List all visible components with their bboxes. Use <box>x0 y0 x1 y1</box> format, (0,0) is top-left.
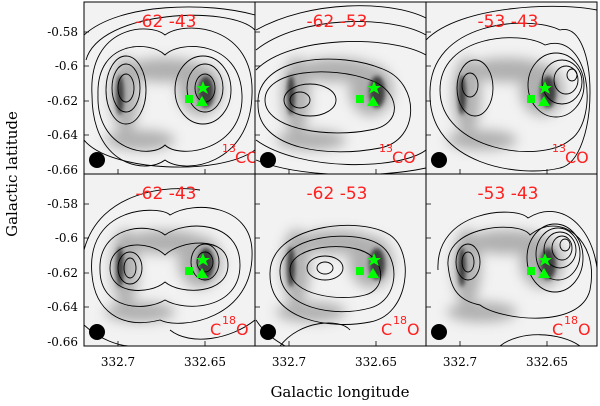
triangle-icon <box>367 96 379 106</box>
svg-text:13: 13 <box>222 142 236 155</box>
star-icon <box>196 253 210 266</box>
svg-text:C: C <box>552 320 563 339</box>
y-tick-label: -0.58 <box>47 25 78 39</box>
y-tick-label: -0.6 <box>55 59 78 73</box>
velocity-label: -53 -43 <box>478 12 539 32</box>
markers <box>356 81 381 106</box>
beam-icon <box>260 324 276 340</box>
velocity-label: -62 -53 <box>307 12 368 32</box>
y-tick-label: -0.66 <box>47 163 78 177</box>
molecule-label: 13 CO <box>222 142 259 167</box>
triangle-icon <box>538 96 550 106</box>
svg-text:18: 18 <box>564 314 578 327</box>
x-tick-labels: 332.7 332.65 332.7 332.65 332.7 332.65 <box>101 355 568 369</box>
svg-text:13: 13 <box>552 142 566 155</box>
square-icon <box>527 267 535 275</box>
beam-icon <box>89 324 105 340</box>
star-icon <box>367 81 381 94</box>
x-tick-label: 332.7 <box>443 355 477 369</box>
contours <box>426 5 597 172</box>
beam-icon <box>260 152 276 168</box>
svg-text:O: O <box>407 320 420 339</box>
star-icon <box>538 253 552 266</box>
contours <box>255 224 406 346</box>
svg-text:18: 18 <box>393 314 407 327</box>
y-axis-title: Galactic latitude <box>3 111 21 237</box>
y-tick-label: -0.6 <box>55 231 78 245</box>
velocity-label: -62 -53 <box>307 184 368 204</box>
triangle-icon <box>196 96 208 106</box>
svg-text:O: O <box>578 320 591 339</box>
square-icon <box>356 267 364 275</box>
beam-icon <box>431 152 447 168</box>
star-icon <box>538 81 552 94</box>
molecule-label: C 18 O <box>552 314 591 339</box>
svg-text:CO: CO <box>235 148 259 167</box>
beam-icon <box>89 152 105 168</box>
contours <box>84 188 255 346</box>
markers <box>185 253 210 278</box>
triangle-icon <box>196 268 208 278</box>
panel-c18o-62-53: -62 -53 C 18 O <box>254 173 427 347</box>
x-tick-label: 332.65 <box>355 355 397 369</box>
svg-text:C: C <box>381 320 392 339</box>
x-tick-label: 332.65 <box>184 355 226 369</box>
triangle-icon <box>367 268 379 278</box>
x-tick-label: 332.7 <box>101 355 135 369</box>
panel-13co-62-43: -62 -43 13 CO <box>83 1 259 175</box>
molecule-label: 13 CO <box>379 142 416 167</box>
star-icon <box>196 81 210 94</box>
square-icon <box>527 95 535 103</box>
contours <box>84 6 255 168</box>
markers <box>527 81 552 106</box>
y-tick-label: -0.62 <box>47 94 78 108</box>
y-tick-label: -0.66 <box>47 335 78 349</box>
grayscale-image <box>426 174 597 346</box>
panel-13co-62-53: -62 -53 13 CO <box>254 1 427 175</box>
markers <box>527 253 552 278</box>
y-tick-label: -0.64 <box>47 300 78 314</box>
molecule-label: 13 CO <box>552 142 589 167</box>
grayscale-image <box>255 174 426 346</box>
square-icon <box>185 267 193 275</box>
x-tick-label: 332.7 <box>272 355 306 369</box>
y-tick-label: -0.62 <box>47 266 78 280</box>
triangle-icon <box>538 268 550 278</box>
square-icon <box>356 95 364 103</box>
markers <box>185 81 210 106</box>
svg-text:CO: CO <box>565 148 589 167</box>
molecule-label: C 18 O <box>210 314 249 339</box>
panel-13co-53-43: -53 -43 13 CO <box>425 1 598 175</box>
star-icon <box>367 253 381 266</box>
y-tick-label: -0.64 <box>47 128 78 142</box>
markers <box>356 253 381 278</box>
svg-text:C: C <box>210 320 221 339</box>
molecule-label: C 18 O <box>381 314 420 339</box>
velocity-label: -62 -43 <box>136 184 197 204</box>
svg-text:18: 18 <box>222 314 236 327</box>
svg-text:CO: CO <box>392 148 416 167</box>
tick-marks <box>84 31 548 346</box>
svg-text:O: O <box>236 320 249 339</box>
x-axis-title: Galactic longitude <box>270 383 409 401</box>
square-icon <box>185 95 193 103</box>
svg-text:13: 13 <box>379 142 393 155</box>
velocity-label: -62 -43 <box>136 12 197 32</box>
panel-c18o-53-43: -53 -43 C 18 O <box>425 173 598 347</box>
panel-c18o-62-43: -62 -43 C 18 O <box>83 173 256 347</box>
y-tick-labels: -0.58 -0.6 -0.62 -0.64 -0.66 -0.58 -0.6 … <box>47 25 78 349</box>
x-tick-label: 332.65 <box>526 355 568 369</box>
y-tick-label: -0.58 <box>47 197 78 211</box>
velocity-label: -53 -43 <box>478 184 539 204</box>
contours <box>437 211 597 346</box>
beam-icon <box>431 324 447 340</box>
